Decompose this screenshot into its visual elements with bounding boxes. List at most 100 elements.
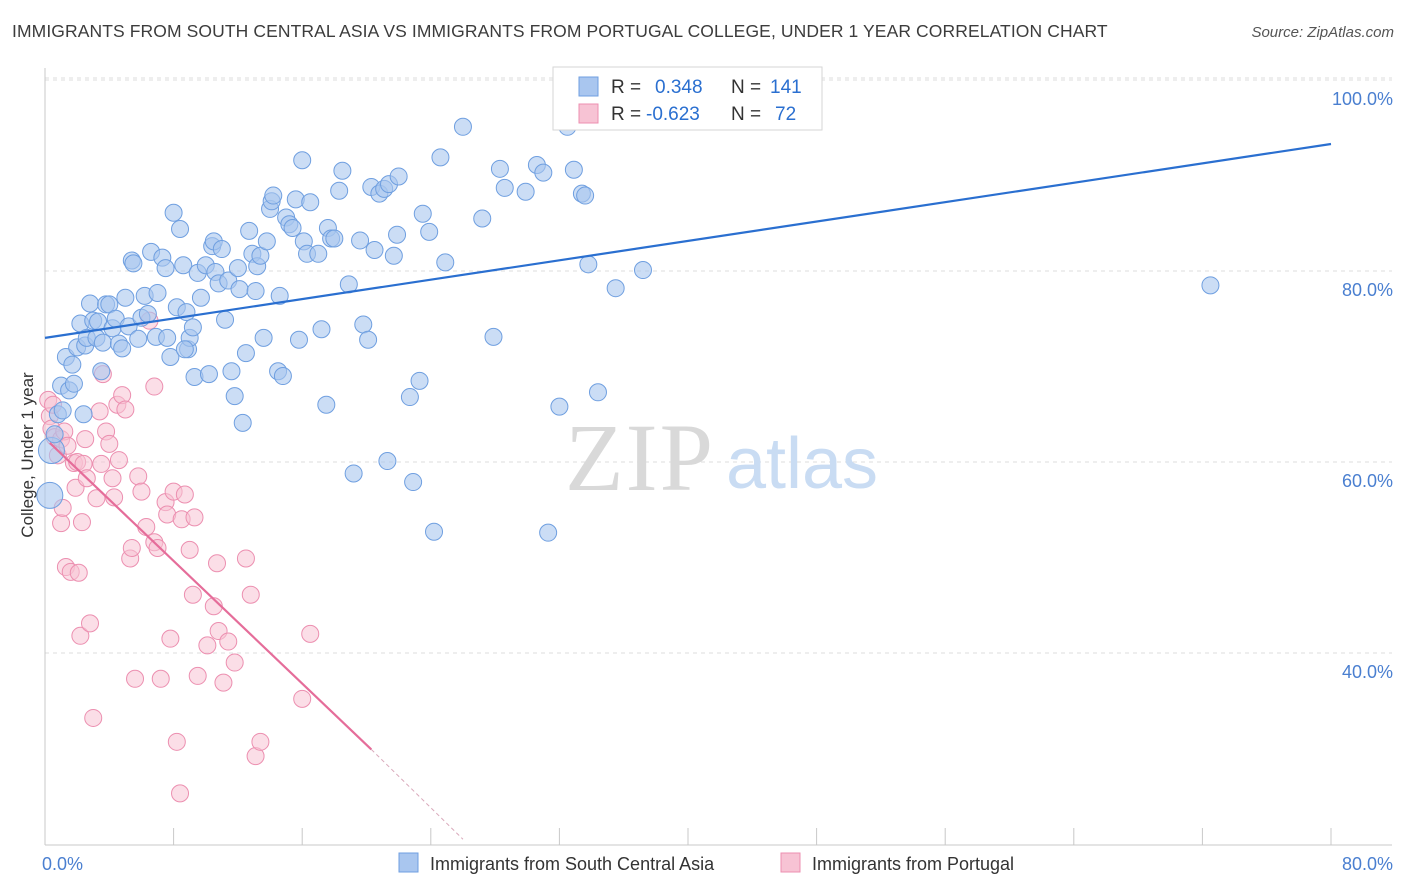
bottom-legend-swatch-blue bbox=[398, 852, 419, 873]
data-point-south-central-asia bbox=[606, 279, 625, 298]
data-point-south-central-asia bbox=[289, 330, 308, 349]
data-point-south-central-asia bbox=[138, 304, 157, 323]
data-point-south-central-asia bbox=[564, 160, 583, 179]
data-point-portugal bbox=[132, 482, 151, 501]
data-point-portugal bbox=[175, 485, 194, 504]
y-tick-label: 60.0% bbox=[1342, 471, 1393, 491]
data-point-south-central-asia bbox=[344, 464, 363, 483]
data-point-south-central-asia bbox=[264, 186, 283, 205]
data-point-south-central-asia bbox=[273, 367, 292, 386]
watermark-atlas: atlas bbox=[726, 424, 878, 504]
data-point-south-central-asia bbox=[325, 229, 344, 248]
data-point-south-central-asia bbox=[354, 315, 373, 334]
data-point-portugal bbox=[129, 467, 148, 486]
data-point-south-central-asia bbox=[473, 209, 492, 228]
data-point-south-central-asia bbox=[312, 320, 331, 339]
data-point-portugal bbox=[52, 514, 71, 533]
series-south-central-asia bbox=[36, 117, 1220, 542]
x-tick-label: 80.0% bbox=[1342, 854, 1393, 874]
data-point-south-central-asia bbox=[436, 253, 455, 272]
data-point-south-central-asia bbox=[579, 255, 598, 274]
data-point-south-central-asia bbox=[63, 355, 82, 374]
data-point-portugal bbox=[81, 614, 100, 633]
y-tick-label: 40.0% bbox=[1342, 662, 1393, 682]
data-point-portugal bbox=[198, 636, 217, 655]
legend-r-value-1: 0.348 bbox=[655, 77, 703, 98]
data-point-south-central-asia bbox=[293, 151, 312, 170]
data-point-south-central-asia bbox=[174, 256, 193, 275]
data-point-south-central-asia bbox=[164, 203, 183, 222]
data-point-portugal bbox=[116, 400, 135, 419]
data-point-portugal bbox=[76, 430, 95, 449]
legend-swatch-blue bbox=[578, 76, 599, 97]
data-point-south-central-asia bbox=[222, 362, 241, 381]
data-point-south-central-asia bbox=[550, 397, 569, 416]
data-point-south-central-asia bbox=[351, 231, 370, 250]
data-point-south-central-asia bbox=[64, 374, 83, 393]
trend-line-south-central-asia bbox=[44, 142, 1332, 339]
data-point-south-central-asia bbox=[175, 340, 194, 359]
data-point-portugal bbox=[145, 377, 164, 396]
trend-lines bbox=[44, 142, 1332, 840]
legend-n-label-1: N = bbox=[731, 77, 761, 98]
axes bbox=[44, 68, 1392, 846]
data-point-south-central-asia bbox=[158, 328, 177, 347]
data-point-portugal bbox=[103, 469, 122, 488]
data-point-south-central-asia bbox=[588, 383, 607, 402]
data-point-south-central-asia bbox=[53, 401, 72, 420]
data-point-south-central-asia bbox=[257, 232, 276, 251]
data-point-portugal bbox=[185, 508, 204, 527]
bottom-legend: Immigrants from South Central Asia Immig… bbox=[398, 852, 1014, 874]
data-point-south-central-asia bbox=[161, 347, 180, 366]
data-point-south-central-asia bbox=[576, 186, 595, 205]
data-point-portugal bbox=[171, 784, 190, 803]
legend-n-label-2: N = bbox=[731, 104, 761, 125]
data-point-portugal bbox=[69, 563, 88, 582]
data-point-portugal bbox=[208, 554, 227, 573]
source-credit: Source: ZipAtlas.com bbox=[1251, 24, 1394, 41]
data-point-south-central-asia bbox=[388, 225, 407, 244]
data-point-south-central-asia bbox=[410, 371, 429, 390]
legend-r-label-1: R = bbox=[611, 77, 641, 98]
data-point-south-central-asia bbox=[191, 288, 210, 307]
data-point-south-central-asia bbox=[92, 362, 111, 381]
data-point-south-central-asia bbox=[404, 473, 423, 492]
data-point-south-central-asia bbox=[183, 318, 202, 337]
data-point-south-central-asia bbox=[129, 329, 148, 348]
data-point-south-central-asia bbox=[93, 333, 112, 352]
data-point-south-central-asia bbox=[148, 283, 167, 302]
watermark: ZIP atlas bbox=[565, 404, 878, 511]
data-point-south-central-asia bbox=[225, 387, 244, 406]
legend-n-value-1: 141 bbox=[770, 77, 802, 98]
data-point-south-central-asia bbox=[420, 222, 439, 241]
data-point-south-central-asia bbox=[270, 286, 289, 305]
data-point-portugal bbox=[90, 402, 109, 421]
data-point-south-central-asia bbox=[301, 193, 320, 212]
data-point-south-central-asia bbox=[230, 280, 249, 299]
data-point-portugal bbox=[167, 732, 186, 751]
data-point-portugal bbox=[183, 585, 202, 604]
data-point-portugal bbox=[180, 540, 199, 559]
data-point-south-central-asia bbox=[431, 148, 450, 167]
data-point-portugal bbox=[87, 489, 106, 508]
y-tick-label: 80.0% bbox=[1342, 280, 1393, 300]
data-point-portugal bbox=[84, 708, 103, 727]
data-point-south-central-asia bbox=[309, 244, 328, 263]
data-point-portugal bbox=[122, 538, 141, 557]
data-point-south-central-asia bbox=[156, 259, 175, 278]
legend-n-value-2: 72 bbox=[775, 104, 796, 125]
data-point-portugal bbox=[137, 517, 156, 536]
data-point-south-central-asia bbox=[633, 261, 652, 280]
data-point-south-central-asia bbox=[317, 395, 336, 414]
data-point-south-central-asia bbox=[240, 221, 259, 240]
bottom-legend-label-blue: Immigrants from South Central Asia bbox=[430, 854, 715, 874]
data-point-south-central-asia bbox=[254, 328, 273, 347]
data-point-south-central-asia bbox=[484, 327, 503, 346]
data-point-portugal bbox=[236, 549, 255, 568]
data-point-portugal bbox=[100, 434, 119, 453]
data-point-portugal bbox=[71, 626, 90, 645]
data-point-portugal bbox=[188, 666, 207, 685]
data-point-portugal bbox=[241, 585, 260, 604]
data-point-portugal bbox=[109, 451, 128, 470]
